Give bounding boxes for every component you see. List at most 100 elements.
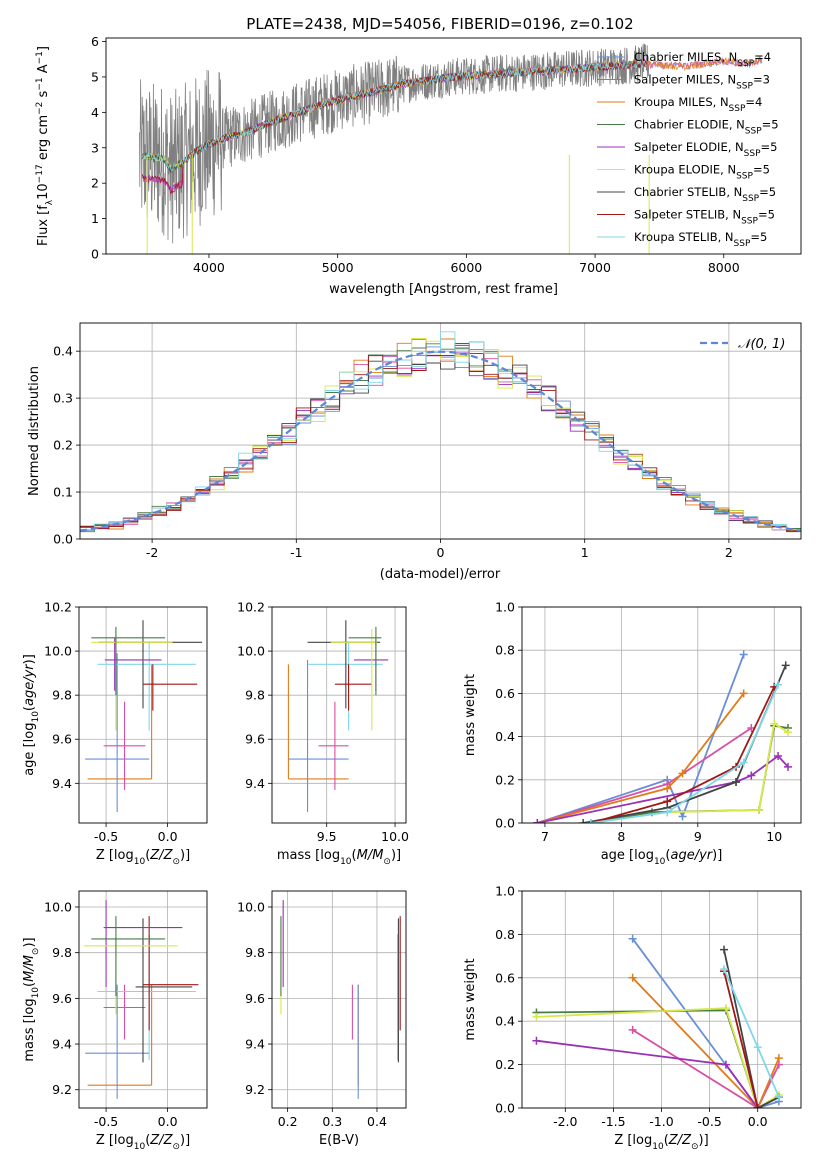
label-part: SSP	[744, 149, 761, 159]
label-part: Z [log	[96, 1133, 134, 1148]
x-axis-label: wavelength [Angstrom, rest frame]	[329, 282, 558, 297]
x-tick-label: 2	[725, 545, 733, 560]
label-part: Z/Z	[149, 848, 173, 863]
label-part: SSP	[736, 82, 753, 92]
y-tick-label: 10.0	[237, 644, 265, 659]
y-tick-label: 9.4	[245, 776, 265, 791]
y-tick-label: 9.6	[52, 732, 72, 747]
x-axis-label: E(B-V)	[319, 1133, 359, 1148]
x-tick-label: 0.4	[367, 1114, 387, 1129]
label-part: (	[22, 706, 37, 711]
axes-frame	[78, 890, 208, 1109]
x-tick-label: 6000	[450, 260, 482, 275]
y-tick-label: 0.0	[495, 1101, 515, 1116]
y-tick-label: 3	[91, 140, 99, 155]
spectrum-panel: 4000 5000 6000 7000 8000 0 1 2 3 4 5 6 wavelength [A…	[35, 34, 802, 297]
label-part: A	[36, 64, 51, 77]
ebv-mass-panel: 0.2 0.3 0.4 9.2 9.4 9.6 9.8 10.0 E(B-V)	[237, 890, 407, 1148]
y-tick-label: 9.4	[52, 776, 72, 791]
x-tick-label: 4000	[193, 260, 225, 275]
y-tick-label: 0.3	[53, 391, 73, 406]
axes-frame	[521, 606, 802, 824]
label-part: −2	[35, 102, 45, 115]
y-tick-label: 9.2	[245, 1082, 265, 1097]
weight-marker	[747, 771, 756, 780]
y-tick-label: 10.0	[237, 899, 265, 914]
y-tick-label: 0.8	[495, 927, 515, 942]
label-part: Salpeter STELIB, N	[634, 208, 741, 222]
weight-marker	[784, 728, 793, 737]
label-part: mass [log	[22, 998, 37, 1061]
y-tick-label: 9.8	[52, 688, 72, 703]
y-tick-label: 0	[91, 247, 99, 262]
plot-area	[85, 620, 203, 812]
label-part: 10	[134, 857, 146, 867]
label-part: =4	[745, 95, 762, 109]
label-part: ⊙	[383, 857, 391, 867]
legend-entry: Chabrier MILES, NSSP=4	[634, 50, 771, 69]
y-tick-label: 9.4	[52, 1037, 72, 1052]
weight-marker	[720, 965, 729, 974]
label-part: Z/Z	[149, 1133, 173, 1148]
x-tick-label: -0.5	[697, 1114, 721, 1129]
label-part: )]	[22, 654, 37, 664]
x-tick-label: 0.3	[322, 1114, 342, 1129]
weight-marker	[739, 650, 748, 659]
x-tick-label: -2.0	[553, 1114, 577, 1129]
y-tick-label: 0.2	[53, 438, 73, 453]
y-tick-label: 0.2	[495, 772, 515, 787]
legend-entry: Kroupa STELIB, NSSP=5	[634, 230, 767, 249]
label-part: mass [log	[277, 848, 340, 863]
weight-line	[537, 692, 745, 823]
label-part: Normed distribution	[27, 366, 42, 496]
y-axis-label: age [log10(age/yr)]	[22, 654, 41, 776]
label-part: )]	[699, 1133, 709, 1148]
x-tick-label: -0.5	[94, 829, 118, 844]
label-part: erg cm	[36, 115, 51, 164]
label-part: SSP	[729, 104, 746, 114]
label-part: Kroupa ELODIE, N	[634, 163, 736, 177]
label-part: 10	[134, 1142, 146, 1152]
weight-marker	[753, 1043, 762, 1052]
label-part: −1	[35, 51, 45, 64]
y-tick-label: 0.6	[495, 970, 515, 985]
weight-line	[536, 1007, 780, 1108]
x-tick-label: -2	[146, 545, 158, 560]
weight-line	[723, 949, 780, 1108]
x-tick-label: 5000	[322, 260, 354, 275]
legend-entry: Salpeter MILES, NSSP=3	[634, 73, 770, 92]
plot-area	[83, 900, 199, 1099]
weight-marker	[720, 945, 729, 954]
x-tick-label: -1.0	[649, 1114, 673, 1129]
axes-frame	[271, 890, 407, 1109]
weight-marker	[586, 819, 595, 823]
label-part: ⊙	[172, 1142, 180, 1152]
y-tick-label: 0.4	[495, 1014, 515, 1029]
weight-line	[631, 938, 780, 1108]
y-tick-label: 0.6	[495, 686, 515, 701]
weight-marker	[628, 973, 637, 982]
metallicity-age-panel: -0.5 0.09.49.69.810.010.2Z [log10(Z/Z⊙)]a…	[22, 600, 208, 867]
weight-marker	[663, 797, 672, 806]
y-tick-label: 10.2	[237, 600, 265, 615]
axes-frame	[521, 890, 802, 1109]
y-tick-label: 0.0	[53, 532, 73, 547]
label-part: Flux [f	[36, 205, 51, 246]
label-part: Z [log	[614, 1133, 652, 1148]
label-part: ⊙	[31, 948, 41, 956]
label-part: )]	[22, 937, 37, 947]
x-tick-label: 1	[581, 545, 589, 560]
y-tick-label: 9.2	[52, 1082, 72, 1097]
y-tick-label: 5	[91, 69, 99, 84]
weight-marker	[774, 752, 783, 761]
label-part: age [log	[22, 723, 37, 776]
label-part: M/M	[357, 848, 384, 863]
weight-marker	[532, 1012, 541, 1021]
weight-marker	[628, 1025, 637, 1034]
label-part: Chabrier MILES, N	[634, 50, 737, 64]
y-axis-label: Flux [fλ10−17 erg cm−2 s−1 A−1]	[35, 46, 55, 246]
weight-marker	[739, 758, 748, 767]
y-tick-label: 9.8	[245, 688, 265, 703]
